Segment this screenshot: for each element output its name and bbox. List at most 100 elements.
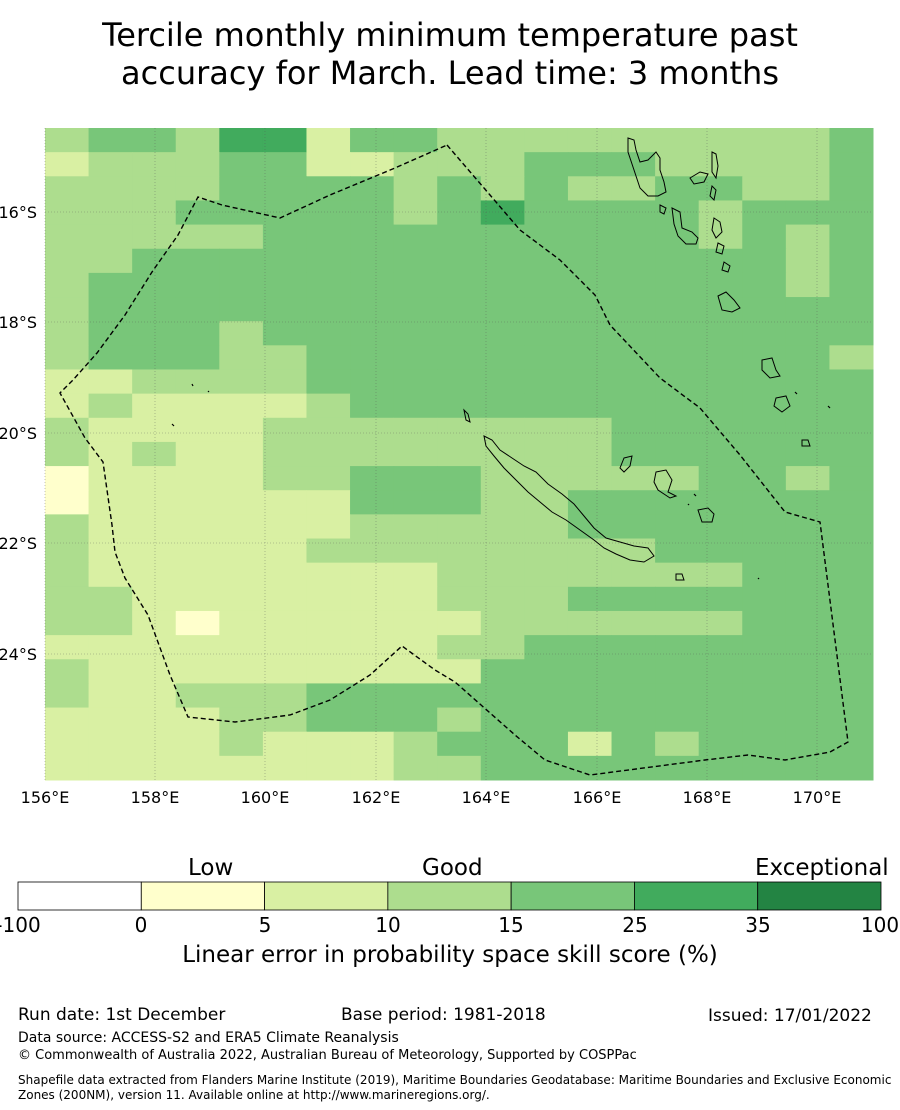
skill-cell xyxy=(88,345,133,370)
skill-cell xyxy=(132,345,177,370)
skill-cell xyxy=(219,176,264,201)
skill-cell xyxy=(785,538,830,564)
skill-cell xyxy=(742,466,787,491)
skill-cell xyxy=(742,417,787,443)
skill-cell xyxy=(393,369,438,395)
skill-cell xyxy=(45,683,90,709)
skill-cell xyxy=(742,683,787,709)
skill-cell xyxy=(45,586,90,612)
skill-cell xyxy=(437,755,482,781)
skill-cell xyxy=(132,659,177,684)
skill-cell xyxy=(785,683,830,709)
skill-cell xyxy=(350,297,395,322)
skill-cell xyxy=(45,176,90,201)
skill-cell xyxy=(785,466,830,491)
skill-cell xyxy=(393,176,438,201)
skill-cell xyxy=(829,417,874,443)
skill-cell xyxy=(132,635,177,660)
skill-cell xyxy=(829,248,874,274)
skill-cell xyxy=(306,514,351,540)
skill-cell xyxy=(262,610,307,636)
skill-cell xyxy=(219,152,264,177)
skill-cell xyxy=(393,635,438,660)
skill-cell xyxy=(219,417,264,443)
skill-cell xyxy=(132,200,177,226)
skill-cell xyxy=(655,441,700,467)
skill-cell xyxy=(437,345,482,370)
skill-cell xyxy=(480,369,525,395)
skill-cell xyxy=(88,683,133,709)
skill-cell xyxy=(480,755,525,781)
skill-cell xyxy=(655,224,700,250)
skill-cell xyxy=(698,176,743,201)
skill-cell xyxy=(45,755,90,781)
skill-cell xyxy=(567,731,613,757)
skill-cell xyxy=(698,128,743,153)
skill-cell xyxy=(350,369,395,395)
skill-cell xyxy=(262,176,307,201)
skill-cell xyxy=(393,441,438,467)
skill-cell xyxy=(480,466,525,491)
skill-cell xyxy=(45,152,90,177)
skill-cell xyxy=(45,514,90,540)
latitude-labels: 16°S 18°S 20°S 22°S 24°S xyxy=(0,203,37,664)
skill-cell xyxy=(132,369,177,395)
skill-cell xyxy=(175,297,220,322)
skill-cell xyxy=(350,683,395,709)
skill-cell xyxy=(524,224,569,250)
data-source: Data source: ACCESS-S2 and ERA5 Climate … xyxy=(18,1030,399,1046)
skill-cell xyxy=(306,297,351,322)
skill-cell xyxy=(655,514,700,540)
skill-cell xyxy=(742,514,787,540)
skill-cell xyxy=(567,417,613,443)
skill-cell xyxy=(393,707,438,733)
skill-cell xyxy=(698,635,743,660)
skill-cell xyxy=(219,683,264,709)
eez-boundary xyxy=(59,144,849,776)
skill-cell xyxy=(306,248,351,274)
skill-cell xyxy=(524,562,569,588)
skill-cell xyxy=(175,755,220,781)
skill-cell xyxy=(393,128,438,153)
skill-cell xyxy=(306,224,351,250)
skill-cell xyxy=(88,128,133,153)
skill-cell xyxy=(219,200,264,226)
skill-cell xyxy=(567,586,613,612)
skill-cell xyxy=(306,417,351,443)
skill-cell xyxy=(45,248,90,274)
skill-cell xyxy=(611,562,656,588)
skill-cell xyxy=(175,200,220,226)
skill-cell xyxy=(524,490,569,515)
skill-cell xyxy=(306,466,351,491)
skill-cell xyxy=(437,393,482,419)
skill-cell xyxy=(742,490,787,515)
skill-cell xyxy=(785,128,830,153)
skill-cell xyxy=(132,586,177,612)
skill-cell xyxy=(698,200,743,226)
skill-cell xyxy=(785,200,830,226)
skill-cell xyxy=(655,321,700,346)
skill-cell xyxy=(88,562,133,588)
skill-cell xyxy=(262,248,307,274)
skill-cell xyxy=(480,683,525,709)
skill-cell xyxy=(567,755,613,781)
skill-cell xyxy=(219,610,264,636)
longitude-label: 158°E xyxy=(131,788,180,807)
skill-cell xyxy=(306,731,351,757)
skill-cell xyxy=(785,562,830,588)
skill-cell xyxy=(262,755,307,781)
skill-cell xyxy=(88,586,133,612)
skill-cell xyxy=(829,441,874,467)
skill-cell xyxy=(655,417,700,443)
skill-cell xyxy=(306,272,351,298)
skill-cell xyxy=(45,297,90,322)
skill-cell xyxy=(698,417,743,443)
skill-cell xyxy=(437,466,482,491)
skill-cell xyxy=(132,393,177,419)
skill-cell xyxy=(437,152,482,177)
skill-cell xyxy=(132,707,177,733)
skill-cell xyxy=(45,128,90,153)
skill-cell xyxy=(306,562,351,588)
skill-cell xyxy=(480,152,525,177)
skill-cell xyxy=(829,224,874,250)
